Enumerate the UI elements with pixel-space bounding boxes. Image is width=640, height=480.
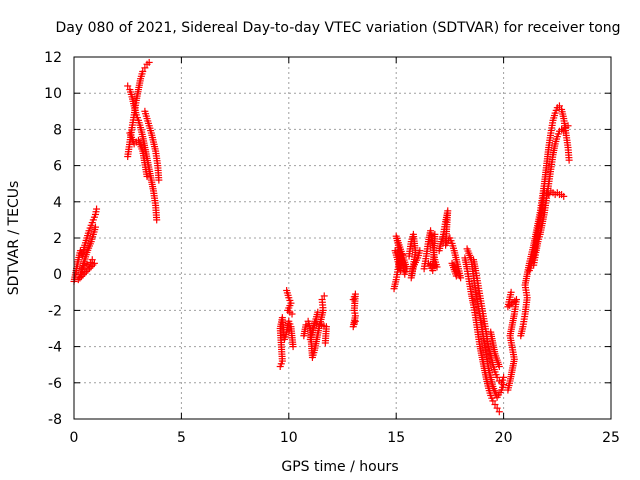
data-point [81,269,89,277]
y-tick-label: -4 [48,340,62,356]
data-point [153,216,161,224]
x-tick-label: 5 [177,430,186,446]
data-point [143,172,151,180]
data-point [90,259,98,267]
x-tick-label: 25 [602,430,620,446]
data-point [87,263,95,271]
data-series [70,58,573,416]
y-tick-label: 0 [53,267,62,283]
data-point [399,250,407,258]
y-tick-label: 12 [44,50,62,66]
data-point [84,266,92,274]
data-point [289,343,297,351]
chart-title: Day 080 of 2021, Sidereal Day-to-day VTE… [55,20,620,36]
data-point [139,67,147,75]
tick-labels: 0 5 10 15 20 25 -8 -6 -4 -2 0 2 4 6 8 10 12 [44,50,620,446]
x-tick-label: 20 [495,430,513,446]
y-tick-label: -6 [48,376,62,392]
data-point [555,102,563,110]
plot-frame [73,56,612,420]
data-point [141,64,149,72]
y-tick-label: 6 [53,159,62,175]
data-point [145,58,153,66]
data-point [565,156,573,164]
data-point [91,223,99,231]
data-point [86,264,94,272]
x-tick-label: 0 [70,430,79,446]
data-point [314,308,322,316]
data-point [564,122,572,130]
data-point [545,191,553,199]
data-point [452,272,460,280]
x-axis-label: GPS time / hours [281,459,398,475]
grid-lines [74,57,611,419]
data-point [493,404,501,412]
data-point [320,292,328,300]
y-tick-label: -2 [48,303,62,319]
y-tick-label: 8 [53,122,62,138]
y-tick-label: 10 [44,86,62,102]
data-point [416,247,424,255]
y-tick-label: -8 [48,412,62,428]
data-point [124,82,132,90]
data-point [500,373,508,381]
data-point [493,373,501,381]
data-point [431,230,439,238]
data-point [489,397,497,405]
data-point [500,381,508,389]
data-point [93,205,101,213]
data-point [507,288,515,296]
x-tick-label: 10 [280,430,298,446]
data-point [495,363,503,371]
data-point [288,310,296,318]
data-point [560,192,568,200]
data-point [491,401,499,409]
data-point [89,261,97,269]
y-tick-label: 4 [53,195,62,211]
y-tick-label: 2 [53,231,62,247]
y-axis-label: SDTVAR / TECUs [6,181,22,296]
data-point [318,296,326,304]
data-point [495,408,503,416]
data-point [351,317,359,325]
x-tick-label: 15 [387,430,405,446]
data-point [560,127,568,135]
data-point [155,176,163,184]
